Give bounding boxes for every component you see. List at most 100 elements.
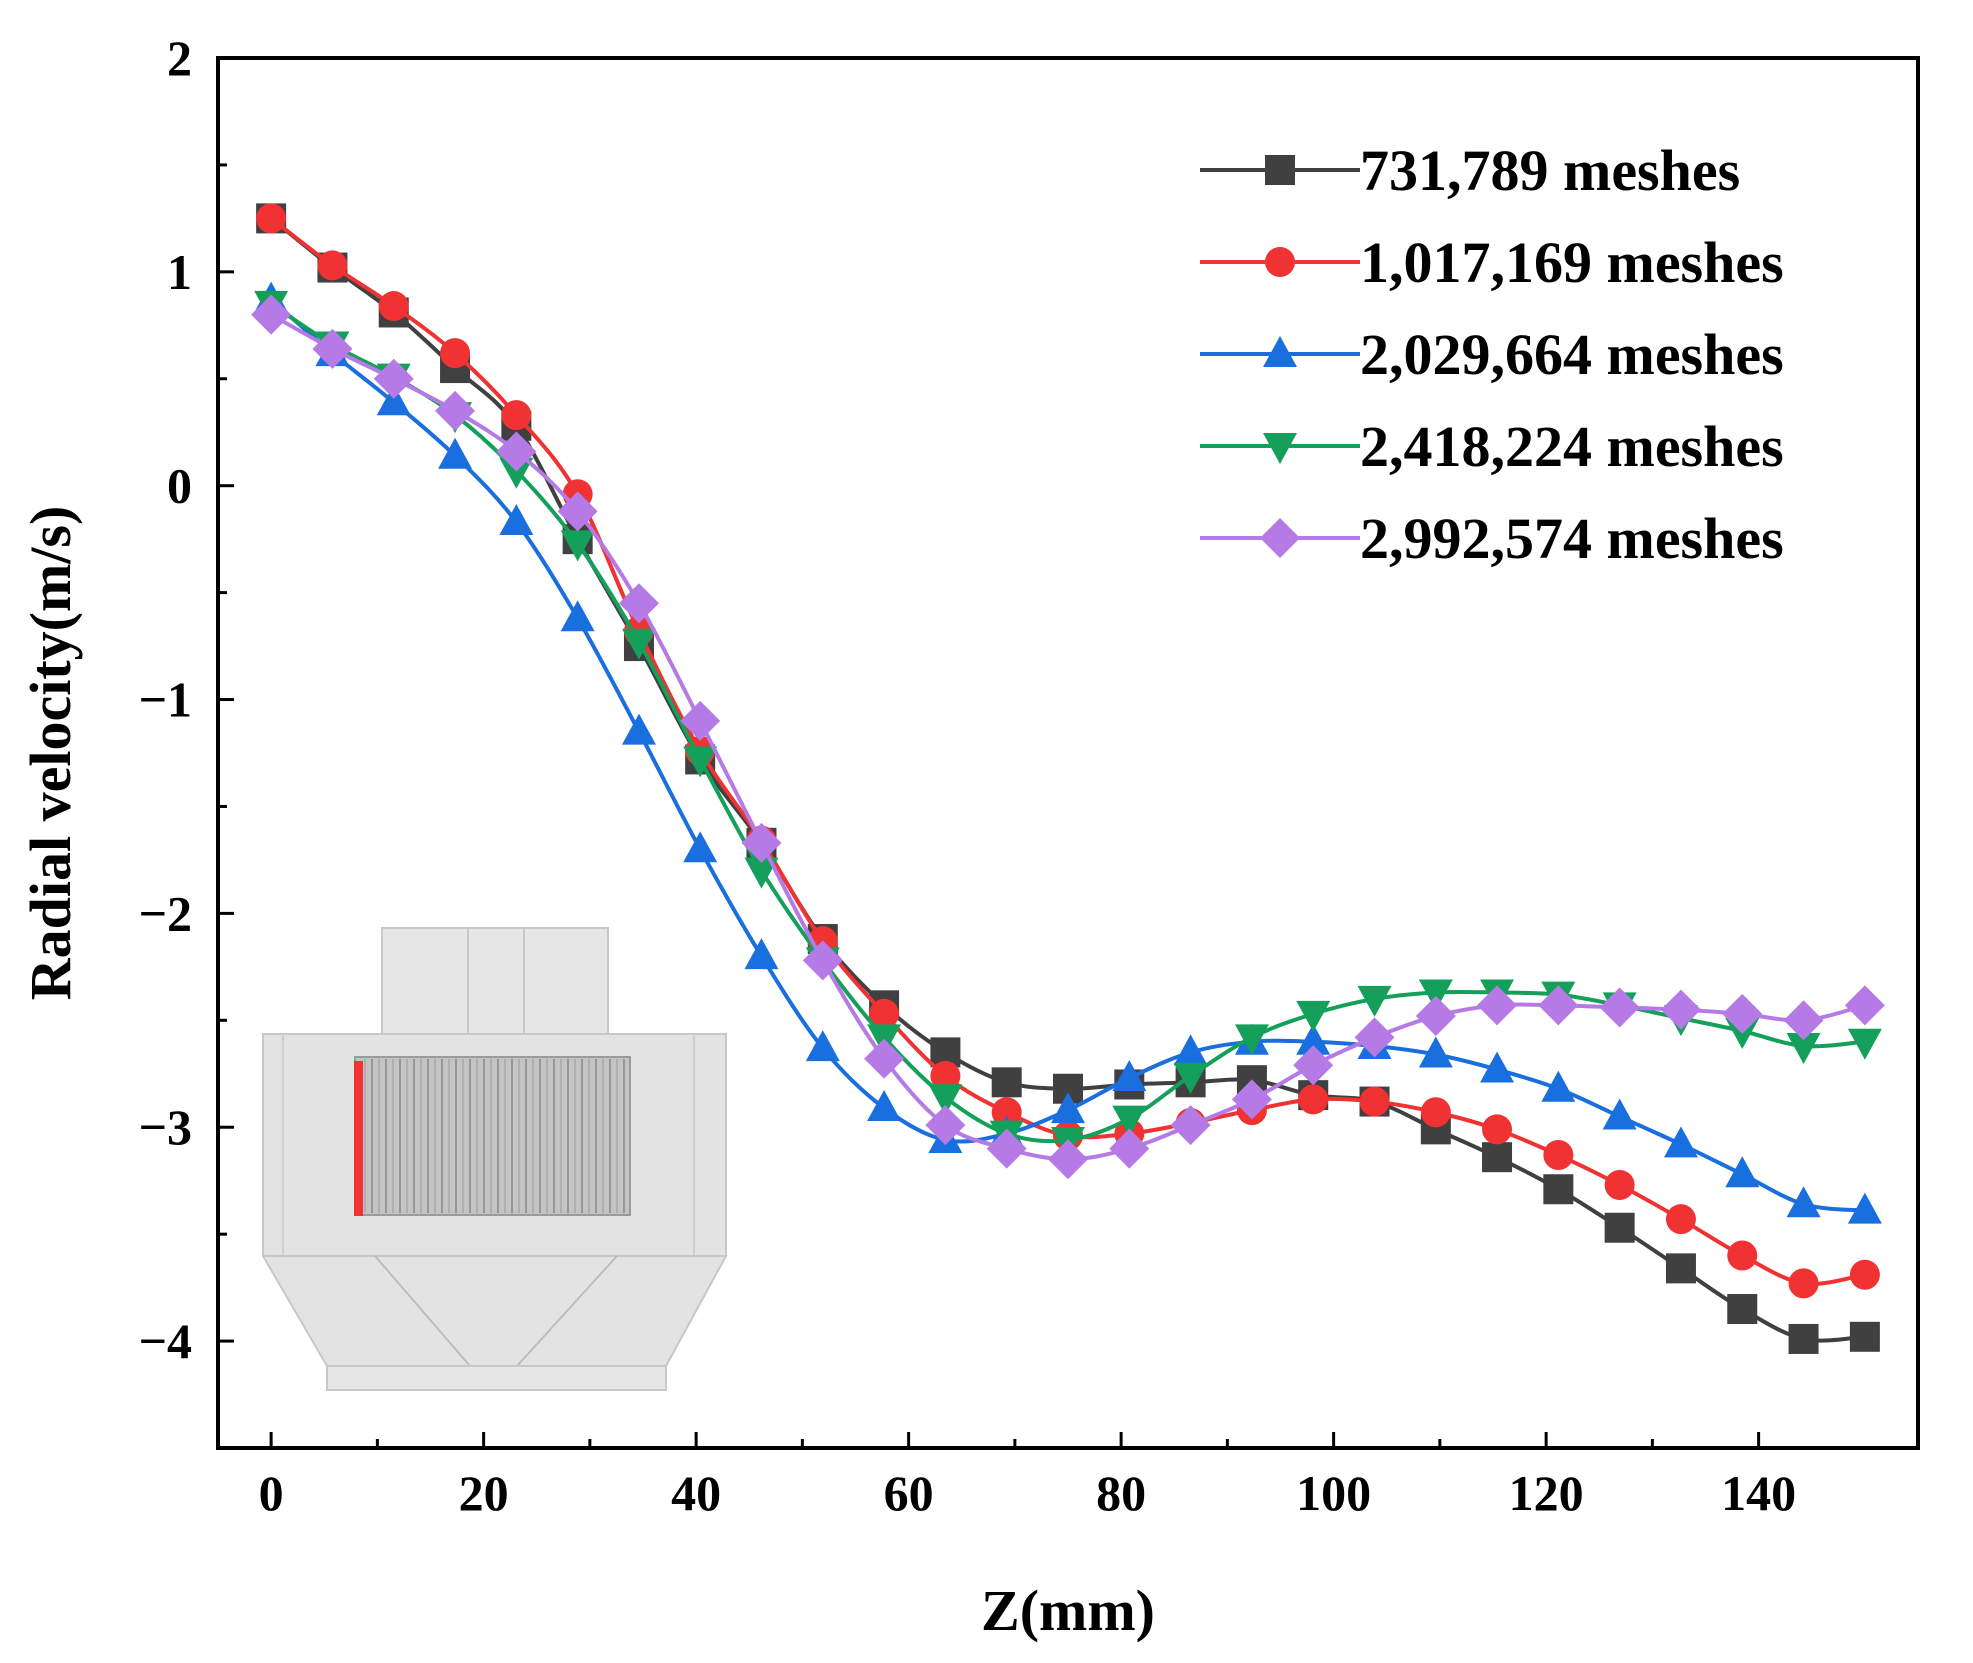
data-point xyxy=(1296,1000,1331,1032)
data-point xyxy=(1725,1156,1760,1188)
data-point xyxy=(256,203,287,234)
inset-outlet-pipe xyxy=(381,927,609,1035)
x-tick-label: 80 xyxy=(1096,1465,1146,1521)
y-tick-label: −1 xyxy=(139,672,193,728)
x-tick-label: 20 xyxy=(459,1465,509,1521)
legend-marker xyxy=(1265,247,1295,277)
data-point xyxy=(1722,993,1763,1034)
data-point xyxy=(1660,989,1701,1030)
data-point xyxy=(557,491,598,532)
data-point xyxy=(991,1067,1022,1098)
data-point xyxy=(1541,1070,1576,1102)
data-point xyxy=(680,700,721,741)
legend-item: 1,017,169 meshes xyxy=(1200,230,1784,295)
data-point xyxy=(1844,985,1885,1026)
data-point xyxy=(1665,1204,1696,1235)
data-point xyxy=(1482,1142,1513,1173)
inset-cone-edge xyxy=(374,1255,471,1367)
y-tick-label: 1 xyxy=(167,244,192,300)
data-point xyxy=(1293,1045,1334,1086)
data-point xyxy=(1602,1098,1637,1130)
data-point xyxy=(501,400,532,431)
data-point xyxy=(802,940,843,981)
data-point xyxy=(376,384,411,416)
legend-label: 1,017,169 meshes xyxy=(1360,230,1784,295)
data-point xyxy=(1112,1105,1147,1137)
data-point xyxy=(1420,1097,1451,1128)
data-point xyxy=(744,938,779,970)
data-point xyxy=(1170,1105,1211,1146)
y-tick-label: −3 xyxy=(139,1099,193,1155)
legend-label: 2,029,664 meshes xyxy=(1360,322,1784,387)
data-point xyxy=(621,713,656,745)
data-point xyxy=(867,1089,902,1121)
data-point xyxy=(741,822,782,863)
data-point xyxy=(1849,1259,1880,1290)
legend-marker xyxy=(1265,155,1295,185)
x-tick-label: 60 xyxy=(884,1465,934,1521)
data-point xyxy=(930,1060,961,1091)
data-point xyxy=(1786,1186,1821,1218)
data-point xyxy=(864,1038,905,1079)
data-point xyxy=(1786,1032,1821,1064)
inset-impeller-blades xyxy=(364,1059,625,1213)
data-point xyxy=(440,338,471,369)
legend-marker xyxy=(1263,336,1297,367)
data-point xyxy=(1354,1017,1395,1058)
data-point xyxy=(683,831,718,863)
data-point xyxy=(1359,1086,1390,1117)
data-point xyxy=(1231,1079,1272,1120)
data-point xyxy=(621,628,656,660)
plot-frame xyxy=(216,56,1920,1450)
legend-label: 731,789 meshes xyxy=(1360,138,1740,203)
inset-base xyxy=(326,1365,667,1391)
data-point xyxy=(869,998,900,1029)
data-point xyxy=(1048,1139,1088,1180)
data-point xyxy=(496,431,537,472)
legend-item: 2,418,224 meshes xyxy=(1200,414,1784,479)
data-point xyxy=(805,1030,840,1062)
data-point xyxy=(499,457,534,489)
data-point xyxy=(1051,1092,1085,1124)
y-axis-title: Radial velocity(m/s) xyxy=(18,506,83,1001)
legend-marker xyxy=(1263,433,1297,464)
data-point xyxy=(1727,1240,1758,1271)
legend: 731,789 meshes 1,017,169 meshes 2,029,664 … xyxy=(1200,138,1784,571)
legend-marker xyxy=(1260,518,1300,558)
data-point xyxy=(1109,1128,1150,1169)
data-point xyxy=(744,857,779,889)
data-point xyxy=(1112,1060,1147,1092)
data-point xyxy=(925,1105,966,1146)
data-point xyxy=(1418,979,1453,1011)
data-point xyxy=(1543,1174,1574,1205)
series-layer xyxy=(251,203,1885,1354)
data-point xyxy=(499,504,534,536)
series-5 xyxy=(251,294,1885,1180)
data-point xyxy=(378,291,409,322)
x-tick-label: 120 xyxy=(1509,1465,1584,1521)
data-point xyxy=(1173,1034,1208,1066)
data-point xyxy=(1173,1062,1208,1094)
data-point xyxy=(1847,1028,1882,1060)
axes-layer: 0 20 40 60 80 100 120 140 2 1 0 −1 −2 −3 −4 xyxy=(139,30,1797,1521)
legend-item: 731,789 meshes xyxy=(1200,138,1740,203)
data-point xyxy=(618,583,659,624)
data-point xyxy=(1788,1268,1819,1299)
data-point xyxy=(317,250,348,281)
data-point xyxy=(1847,1192,1882,1224)
inset-measurement-line xyxy=(354,1061,363,1216)
data-point xyxy=(1296,1023,1331,1055)
data-point xyxy=(1849,1321,1880,1352)
data-point xyxy=(1418,1036,1453,1068)
data-point xyxy=(438,437,473,469)
data-point xyxy=(373,358,414,399)
data-point xyxy=(928,1084,963,1116)
data-point xyxy=(1727,1294,1758,1324)
y-tick-label: −2 xyxy=(139,885,193,941)
x-axis-title: Z(mm) xyxy=(981,1578,1155,1643)
data-point xyxy=(683,746,718,778)
data-point xyxy=(1415,996,1456,1037)
data-point xyxy=(1234,1024,1269,1056)
data-point xyxy=(991,1097,1022,1128)
x-tick-label: 100 xyxy=(1296,1465,1371,1521)
